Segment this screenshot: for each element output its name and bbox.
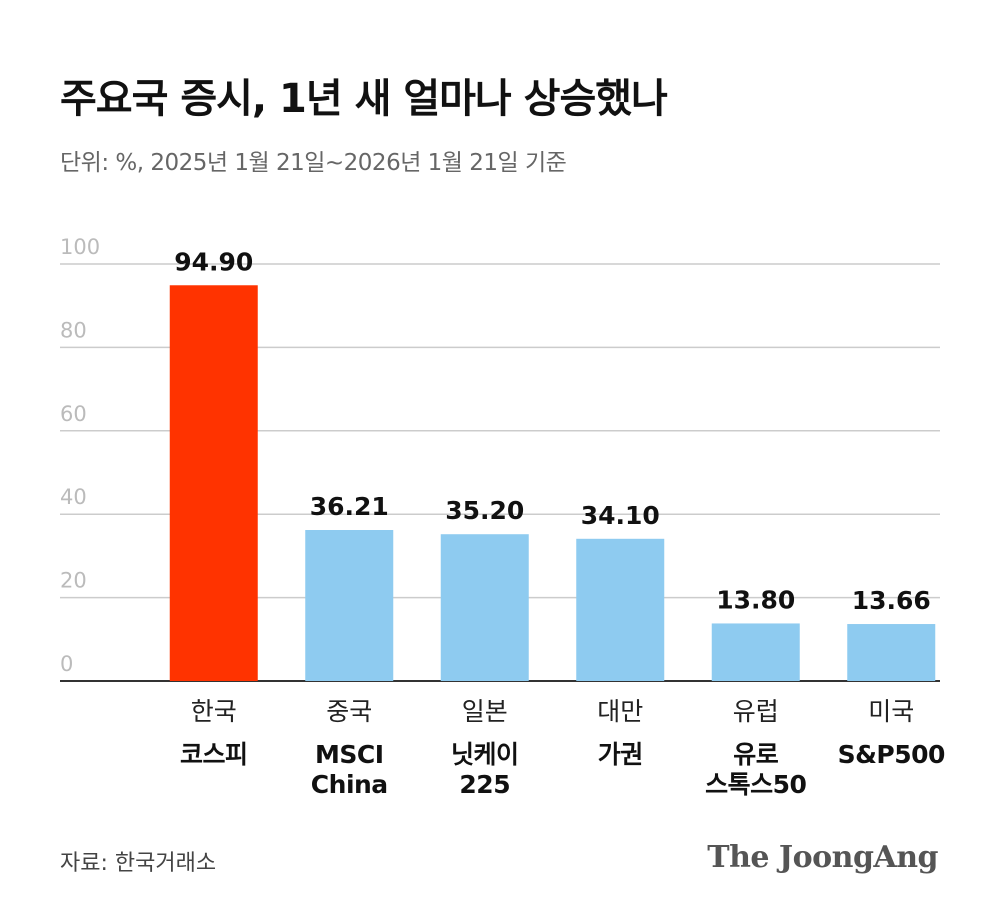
x-tick-label: 중국 [326, 697, 373, 726]
y-tick-label: 0 [60, 652, 73, 676]
bar [169, 285, 258, 681]
chart-subtitle: 단위: %, 2025년 1월 21일~2026년 1월 21일 기준 [60, 150, 567, 176]
y-tick-label: 60 [60, 402, 87, 426]
index-name: 가권 [597, 740, 644, 769]
index-name: MSCI China [310, 740, 388, 799]
data-label: 34.10 [581, 501, 660, 530]
data-label: 13.80 [716, 585, 795, 614]
data-label: 13.66 [852, 586, 931, 615]
y-tick-label: 40 [60, 485, 87, 509]
data-label: 94.90 [174, 247, 253, 276]
index-name: 코스피 [179, 740, 248, 769]
x-tick-label: 유럽 [732, 697, 779, 726]
y-tick-label: 100 [60, 235, 100, 259]
source: 자료: 한국거래소 [60, 851, 217, 876]
bar [847, 624, 936, 681]
bar [576, 538, 665, 681]
x-tick-label: 대만 [597, 697, 644, 726]
index-name: S&P500 [837, 740, 946, 769]
x-tick-label: 미국 [868, 697, 915, 726]
index-name: 닛케이 225 [450, 740, 519, 799]
bar [440, 534, 529, 681]
bar [305, 530, 394, 681]
y-tick-label: 20 [60, 569, 87, 593]
data-label: 35.20 [445, 496, 524, 525]
brand-logo: The JoongAng [707, 840, 938, 875]
x-tick-label: 한국 [190, 697, 237, 726]
x-tick-label: 일본 [461, 697, 508, 726]
data-label: 36.21 [310, 492, 389, 521]
chart-title: 주요국 증시, 1년 새 얼마나 상승했나 [60, 76, 668, 122]
y-tick-label: 80 [60, 318, 87, 342]
bar [711, 623, 800, 681]
index-name: 유로 스톡스50 [705, 740, 807, 799]
